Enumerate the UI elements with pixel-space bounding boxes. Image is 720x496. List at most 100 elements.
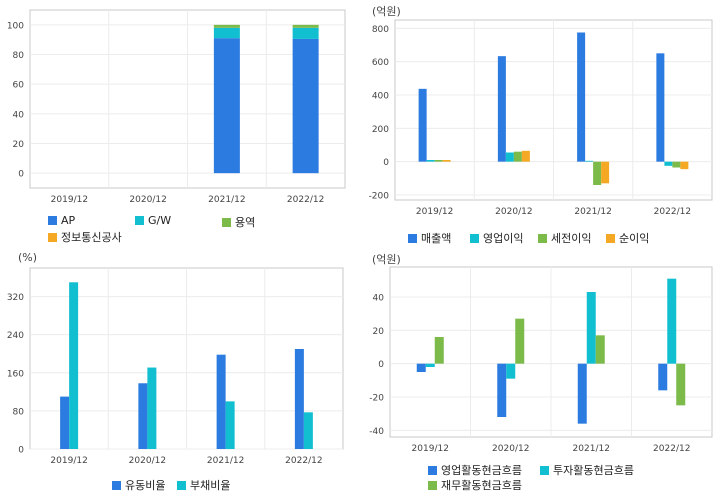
legend-item-current-ratio[interactable]: 유동비율 — [112, 477, 165, 493]
bar[interactable] — [147, 367, 157, 449]
x-tick-label: 2021/12 — [574, 207, 611, 217]
y-tick-label: 800 — [372, 25, 389, 35]
legend-label: 영업활동현금흐름 — [441, 464, 522, 477]
bar[interactable] — [497, 363, 507, 417]
y-tick-label: -200 — [369, 192, 390, 202]
bar[interactable] — [426, 160, 435, 162]
bar[interactable] — [213, 27, 240, 39]
bar[interactable] — [418, 88, 427, 162]
bar[interactable] — [656, 53, 665, 162]
legend-swatch — [112, 481, 121, 490]
x-tick-label: 2021/12 — [573, 444, 610, 454]
bar[interactable] — [69, 282, 79, 449]
legend: AP G/W 용역 정보통신공사 — [0, 212, 360, 245]
bar[interactable] — [521, 150, 530, 162]
legend-item-service[interactable]: 용역 — [222, 214, 255, 230]
y-tick-label: 600 — [372, 58, 389, 68]
bar[interactable] — [292, 38, 319, 174]
legend: 영업활동현금흐름 투자활동현금흐름 재무활동현금흐름 — [360, 460, 720, 494]
bar[interactable] — [676, 363, 686, 406]
chart-panel-1: 0 20 40 60 80 100 2019/12 2020/12 2021/12 2022/12… — [0, 0, 360, 248]
x-tick-label: 2020/12 — [492, 444, 529, 454]
legend-swatch — [606, 234, 615, 243]
bar[interactable] — [586, 292, 596, 364]
y-tick-label: 0 — [18, 170, 24, 180]
bar[interactable] — [138, 383, 148, 449]
y-tick-label: 0 — [383, 158, 389, 168]
bar[interactable] — [515, 318, 525, 364]
legend-item-operating-cashflow[interactable]: 영업활동현금흐름 — [428, 462, 522, 478]
bar[interactable] — [667, 278, 677, 364]
x-tick-label: 2020/12 — [129, 456, 166, 466]
bar[interactable] — [225, 401, 235, 449]
bar[interactable] — [292, 24, 319, 28]
x-tick-label: 2021/12 — [207, 456, 244, 466]
bar[interactable] — [294, 348, 304, 449]
legend-item-telecom[interactable]: 정보통신공사 — [48, 229, 122, 245]
legend-swatch — [177, 481, 186, 490]
x-tick-label: 2020/12 — [129, 195, 166, 205]
bar[interactable] — [434, 337, 444, 364]
bar[interactable] — [672, 161, 681, 168]
legend-label: 부채비율 — [190, 479, 231, 492]
legend-label: 영업이익 — [483, 232, 524, 245]
bar[interactable] — [595, 335, 605, 364]
legend-item-revenue[interactable]: 매출액 — [408, 230, 451, 246]
bar[interactable] — [506, 363, 516, 379]
y-tick-label: 80 — [13, 407, 25, 417]
y-tick-label: -40 — [369, 427, 384, 437]
legend-item-investing-cashflow[interactable]: 투자활동현금흐름 — [540, 462, 634, 478]
bar[interactable] — [497, 56, 506, 162]
bar[interactable] — [60, 396, 70, 449]
chart-panel-3: (%) 0 80 160 240 320 2019/12 2020/12 2021/12 202… — [0, 248, 360, 496]
unit-label: (억원) — [372, 253, 401, 266]
bar[interactable] — [416, 363, 426, 372]
bar[interactable] — [658, 363, 668, 391]
legend: 유동비율 부채비율 — [0, 476, 360, 494]
legend-label: 유동비율 — [125, 479, 166, 492]
bar[interactable] — [664, 161, 673, 166]
bar[interactable] — [513, 151, 522, 162]
legend-swatch — [135, 216, 144, 225]
bar[interactable] — [577, 32, 586, 162]
bar[interactable] — [585, 160, 594, 162]
y-tick-label: 20 — [13, 140, 25, 150]
bar[interactable] — [213, 38, 240, 174]
x-tick-label: 2020/12 — [495, 207, 532, 217]
x-tick-label: 2019/12 — [416, 207, 453, 217]
chart-panel-2: (억원) -200 0 200 400 600 800 2019/12 2020/12 2021… — [360, 0, 720, 248]
bar[interactable] — [593, 161, 602, 185]
legend-item-financing-cashflow[interactable]: 재무활동현금흐름 — [428, 477, 522, 493]
legend-item-pretax-profit[interactable]: 세전이익 — [538, 230, 591, 246]
x-tick-label: 2019/12 — [412, 444, 449, 454]
legend-swatch — [222, 218, 231, 227]
legend-label: AP — [61, 214, 76, 227]
legend-item-gw[interactable]: G/W — [135, 214, 171, 227]
x-tick-label: 2022/12 — [287, 195, 324, 205]
y-tick-label: 100 — [7, 21, 24, 31]
y-tick-label: 0 — [378, 360, 384, 370]
bar[interactable] — [505, 152, 514, 162]
bar[interactable] — [680, 161, 689, 170]
bar[interactable] — [601, 161, 610, 184]
x-tick-label: 2019/12 — [51, 195, 88, 205]
y-tick-label: 0 — [18, 446, 24, 456]
bar[interactable] — [577, 363, 587, 424]
x-tick-label: 2022/12 — [654, 207, 691, 217]
bar[interactable] — [292, 27, 319, 39]
bar[interactable] — [213, 24, 240, 28]
bar[interactable] — [434, 160, 443, 162]
bar[interactable] — [442, 160, 451, 162]
bar[interactable] — [425, 363, 435, 367]
legend-item-ap[interactable]: AP — [48, 214, 75, 227]
y-tick-label: 60 — [13, 81, 25, 91]
x-tick-label: 2022/12 — [285, 456, 322, 466]
legend-item-net-profit[interactable]: 순이익 — [606, 230, 649, 246]
legend-item-operating-profit[interactable]: 영업이익 — [470, 230, 523, 246]
y-tick-label: 40 — [373, 294, 385, 304]
bar[interactable] — [216, 354, 226, 449]
legend-label: 순이익 — [619, 232, 650, 245]
x-tick-label: 2021/12 — [208, 195, 245, 205]
legend-item-debt-ratio[interactable]: 부채비율 — [177, 477, 230, 493]
bar[interactable] — [303, 412, 313, 449]
